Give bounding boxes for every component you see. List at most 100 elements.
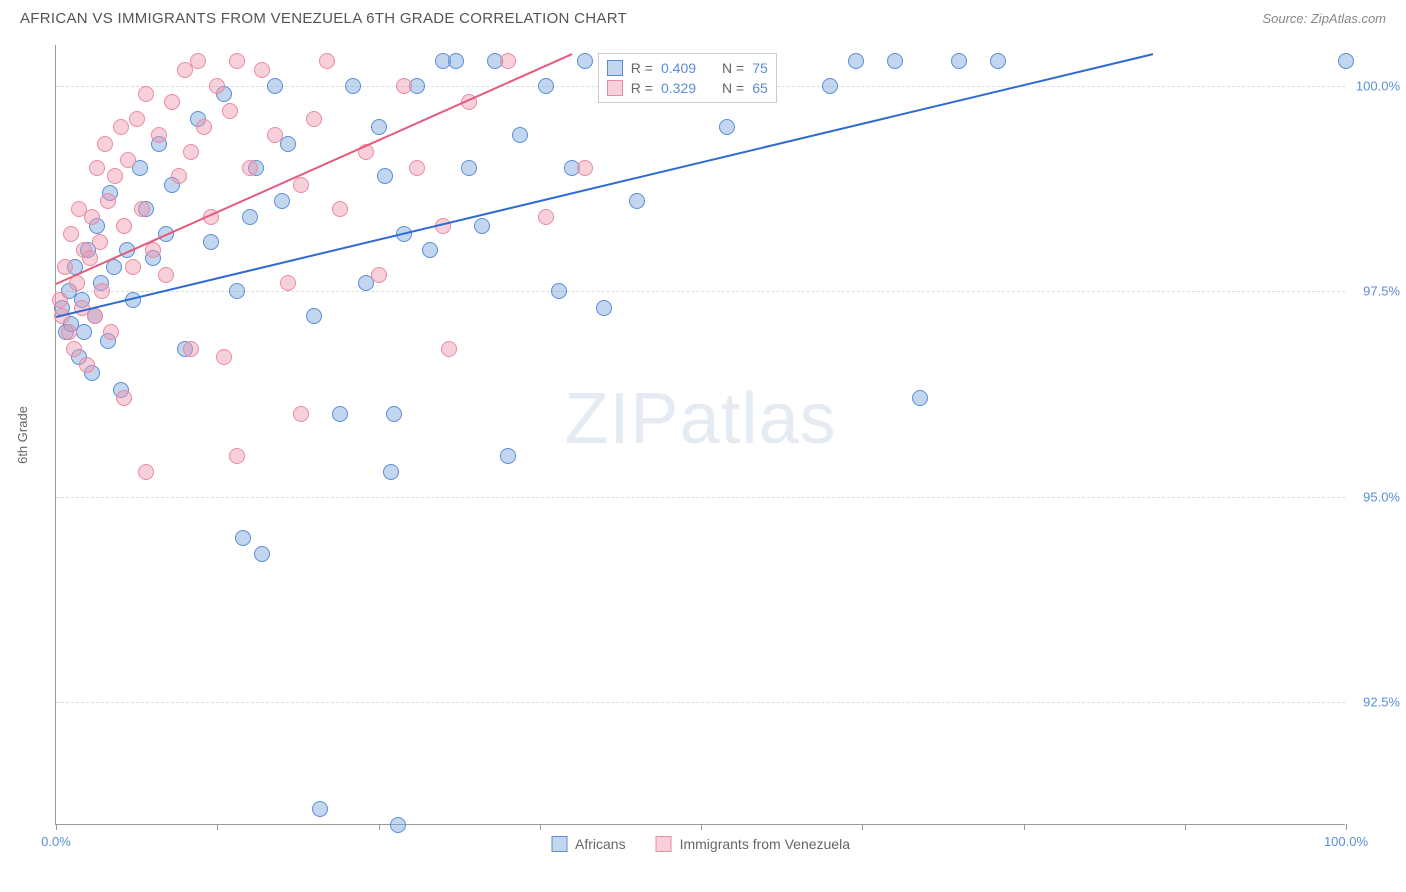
legend-item: Africans <box>551 836 626 852</box>
scatter-point <box>577 53 593 69</box>
legend-swatch <box>551 836 567 852</box>
scatter-point <box>274 193 290 209</box>
scatter-point <box>332 406 348 422</box>
watermark: ZIPatlas <box>564 378 836 460</box>
scatter-point <box>242 209 258 225</box>
scatter-point <box>312 801 328 817</box>
scatter-point <box>103 324 119 340</box>
xtick <box>1024 824 1025 830</box>
scatter-point <box>512 127 528 143</box>
scatter-point <box>116 390 132 406</box>
scatter-point <box>113 119 129 135</box>
ytick-label: 92.5% <box>1350 694 1400 709</box>
plot-area: ZIPatlas 92.5%95.0%97.5%100.0%0.0%100.0%… <box>55 45 1345 825</box>
scatter-point <box>306 111 322 127</box>
scatter-point <box>145 242 161 258</box>
scatter-point <box>461 160 477 176</box>
scatter-point <box>383 464 399 480</box>
stat-n-value: 75 <box>752 60 768 76</box>
stat-r-value: 0.329 <box>661 80 696 96</box>
scatter-point <box>441 341 457 357</box>
chart-source: Source: ZipAtlas.com <box>1262 11 1386 26</box>
xtick-label: 0.0% <box>41 834 71 849</box>
scatter-point <box>500 448 516 464</box>
watermark-zip: ZIP <box>564 379 679 459</box>
scatter-point <box>280 275 296 291</box>
scatter-point <box>116 218 132 234</box>
xtick <box>379 824 380 830</box>
legend-swatch <box>607 60 623 76</box>
scatter-point <box>371 267 387 283</box>
xtick <box>1346 824 1347 830</box>
scatter-point <box>107 168 123 184</box>
scatter-point <box>76 324 92 340</box>
scatter-point <box>138 464 154 480</box>
scatter-point <box>235 530 251 546</box>
chart-header: AFRICAN VS IMMIGRANTS FROM VENEZUELA 6TH… <box>0 0 1406 35</box>
scatter-point <box>89 160 105 176</box>
scatter-point <box>216 349 232 365</box>
scatter-point <box>719 119 735 135</box>
scatter-point <box>134 201 150 217</box>
xtick <box>540 824 541 830</box>
scatter-point <box>100 193 116 209</box>
scatter-point <box>79 357 95 373</box>
stat-r-label: R = <box>631 80 653 96</box>
scatter-point <box>377 168 393 184</box>
watermark-atlas: atlas <box>679 379 836 459</box>
scatter-point <box>293 177 309 193</box>
scatter-point <box>61 324 77 340</box>
scatter-point <box>120 152 136 168</box>
scatter-point <box>887 53 903 69</box>
scatter-point <box>306 308 322 324</box>
scatter-point <box>577 160 593 176</box>
scatter-point <box>196 119 212 135</box>
scatter-point <box>990 53 1006 69</box>
legend-swatch <box>607 80 623 96</box>
legend-swatch <box>656 836 672 852</box>
xtick <box>56 824 57 830</box>
scatter-point <box>158 267 174 283</box>
stat-r-value: 0.409 <box>661 60 696 76</box>
scatter-point <box>596 300 612 316</box>
scatter-point <box>500 53 516 69</box>
scatter-point <box>538 209 554 225</box>
scatter-point <box>390 817 406 833</box>
scatter-point <box>912 390 928 406</box>
scatter-point <box>203 234 219 250</box>
ytick-label: 100.0% <box>1350 79 1400 94</box>
legend-label: Immigrants from Venezuela <box>680 836 850 852</box>
scatter-point <box>345 78 361 94</box>
scatter-point <box>951 53 967 69</box>
scatter-point <box>319 53 335 69</box>
scatter-point <box>183 341 199 357</box>
scatter-point <box>629 193 645 209</box>
gridline <box>56 497 1345 498</box>
legend: Africans Immigrants from Venezuela <box>551 836 850 852</box>
scatter-point <box>222 103 238 119</box>
scatter-point <box>94 283 110 299</box>
scatter-point <box>254 546 270 562</box>
scatter-point <box>822 78 838 94</box>
chart-container: 6th Grade ZIPatlas 92.5%95.0%97.5%100.0%… <box>0 35 1406 860</box>
scatter-point <box>129 111 145 127</box>
scatter-point <box>84 209 100 225</box>
ytick-label: 97.5% <box>1350 284 1400 299</box>
scatter-point <box>229 53 245 69</box>
scatter-point <box>254 62 270 78</box>
scatter-point <box>551 283 567 299</box>
stats-box: R =0.409N =75R =0.329N =65 <box>598 53 777 103</box>
scatter-point <box>242 160 258 176</box>
xtick <box>217 824 218 830</box>
scatter-point <box>538 78 554 94</box>
scatter-point <box>52 292 68 308</box>
gridline <box>56 702 1345 703</box>
scatter-point <box>164 94 180 110</box>
scatter-point <box>229 448 245 464</box>
scatter-point <box>332 201 348 217</box>
scatter-point <box>92 234 108 250</box>
scatter-point <box>386 406 402 422</box>
scatter-point <box>422 242 438 258</box>
scatter-point <box>267 127 283 143</box>
scatter-point <box>293 406 309 422</box>
